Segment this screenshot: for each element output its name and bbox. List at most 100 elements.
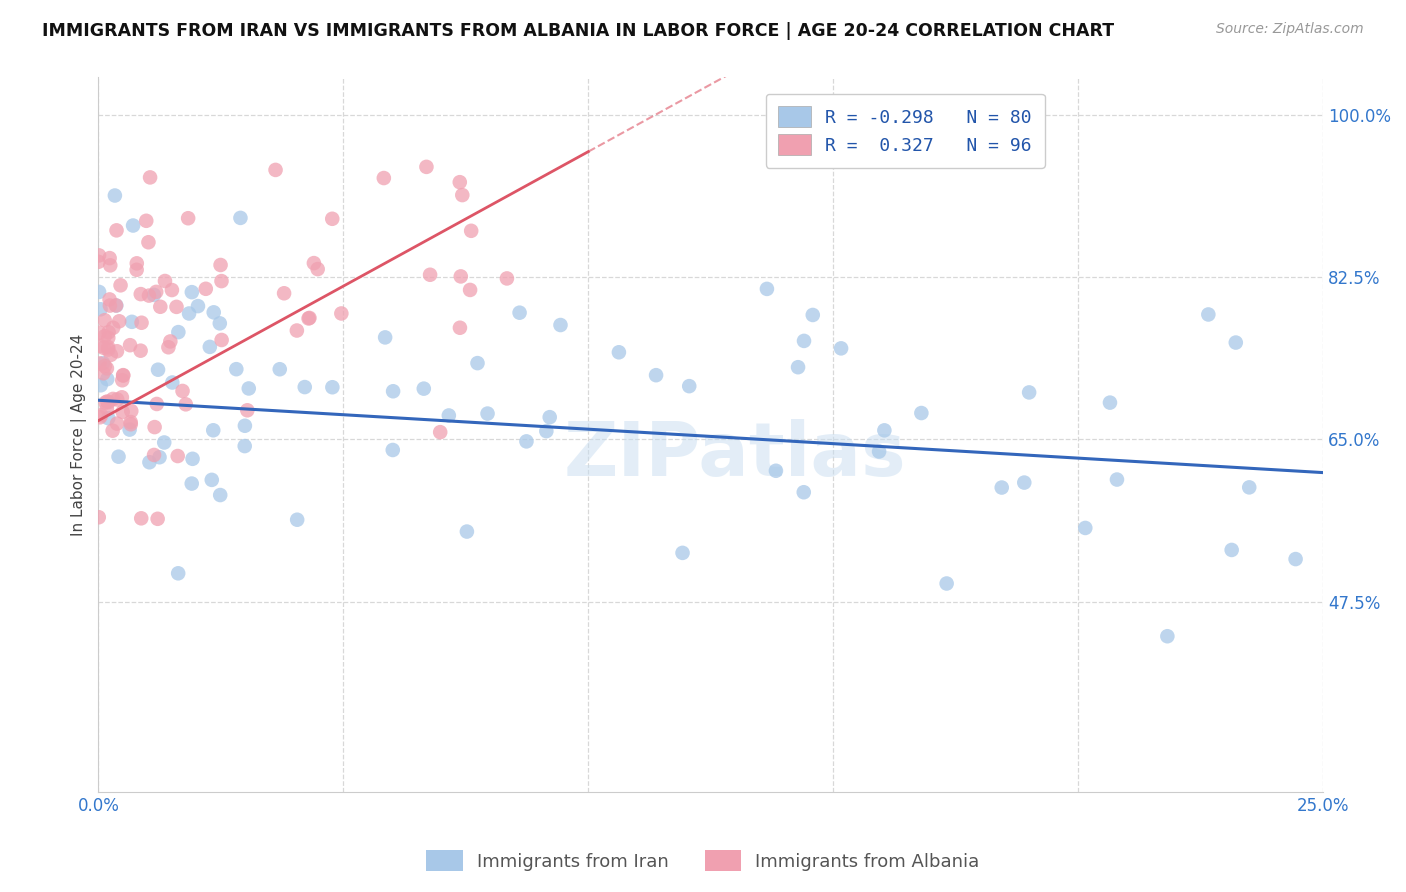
Point xyxy=(162,376,184,390)
Point xyxy=(201,473,224,487)
Point xyxy=(1074,521,1097,535)
Point xyxy=(873,423,896,437)
Point xyxy=(1225,335,1247,350)
Point xyxy=(96,361,118,376)
Point xyxy=(121,315,143,329)
Point xyxy=(868,444,890,458)
Point xyxy=(93,313,115,327)
Point xyxy=(143,420,166,434)
Point xyxy=(87,248,110,262)
Point xyxy=(1197,308,1219,322)
Point xyxy=(87,285,110,299)
Point xyxy=(1018,385,1040,400)
Y-axis label: In Labor Force | Age 20-24: In Labor Force | Age 20-24 xyxy=(72,334,87,536)
Point xyxy=(97,395,120,409)
Point xyxy=(412,382,434,396)
Point xyxy=(167,325,190,339)
Point xyxy=(148,450,170,465)
Point xyxy=(451,188,474,202)
Point xyxy=(89,339,111,353)
Point xyxy=(97,340,120,354)
Point xyxy=(129,343,152,358)
Point xyxy=(1220,543,1243,558)
Point xyxy=(321,380,343,394)
Point xyxy=(374,330,396,344)
Point xyxy=(787,360,810,375)
Point xyxy=(437,409,460,423)
Point xyxy=(89,410,111,425)
Point xyxy=(93,329,115,343)
Point xyxy=(97,411,120,425)
Point xyxy=(229,211,252,225)
Point xyxy=(125,256,148,270)
Point xyxy=(105,223,128,237)
Point xyxy=(180,285,202,300)
Point xyxy=(1098,395,1121,409)
Point xyxy=(120,404,142,418)
Point xyxy=(98,299,121,313)
Point xyxy=(671,546,693,560)
Point xyxy=(467,356,489,370)
Point xyxy=(449,175,471,189)
Point xyxy=(104,188,127,202)
Point xyxy=(101,392,124,406)
Point xyxy=(107,450,129,464)
Point xyxy=(160,283,183,297)
Point xyxy=(285,513,308,527)
Text: ZIPatlas: ZIPatlas xyxy=(564,419,907,492)
Point xyxy=(211,274,233,288)
Point xyxy=(198,340,221,354)
Point xyxy=(125,262,148,277)
Point xyxy=(101,424,124,438)
Point xyxy=(382,384,405,399)
Point xyxy=(98,258,121,272)
Point xyxy=(1239,480,1261,494)
Point xyxy=(273,286,295,301)
Point xyxy=(645,368,668,383)
Point xyxy=(97,331,120,345)
Point xyxy=(105,344,128,359)
Point xyxy=(138,235,160,250)
Point xyxy=(202,423,225,437)
Point xyxy=(166,449,188,463)
Point xyxy=(202,305,225,319)
Point xyxy=(112,368,135,383)
Point xyxy=(456,524,478,539)
Point xyxy=(302,256,325,270)
Point xyxy=(538,410,561,425)
Point xyxy=(145,285,167,299)
Point xyxy=(91,356,114,370)
Point xyxy=(449,320,471,334)
Legend: R = -0.298   N = 80, R =  0.327   N = 96: R = -0.298 N = 80, R = 0.327 N = 96 xyxy=(766,94,1045,168)
Point xyxy=(98,293,121,307)
Point xyxy=(297,311,319,326)
Point xyxy=(94,359,117,373)
Point xyxy=(96,372,118,386)
Point xyxy=(135,214,157,228)
Point xyxy=(755,282,778,296)
Point xyxy=(138,455,160,469)
Point xyxy=(96,394,118,409)
Point xyxy=(120,417,142,432)
Point xyxy=(100,348,122,362)
Point xyxy=(177,211,200,226)
Point xyxy=(1284,552,1306,566)
Point xyxy=(209,258,232,272)
Point xyxy=(96,401,118,416)
Point xyxy=(139,170,162,185)
Point xyxy=(105,417,128,431)
Point xyxy=(233,439,256,453)
Point xyxy=(415,160,437,174)
Point xyxy=(460,224,482,238)
Text: IMMIGRANTS FROM IRAN VS IMMIGRANTS FROM ALBANIA IN LABOR FORCE | AGE 20-24 CORRE: IMMIGRANTS FROM IRAN VS IMMIGRANTS FROM … xyxy=(42,22,1115,40)
Point xyxy=(177,306,200,320)
Point xyxy=(181,451,204,466)
Point xyxy=(285,324,308,338)
Point xyxy=(238,381,260,395)
Point xyxy=(307,262,329,277)
Point xyxy=(208,317,231,331)
Point xyxy=(146,397,169,411)
Point xyxy=(146,512,169,526)
Point xyxy=(120,338,142,352)
Point xyxy=(429,425,451,439)
